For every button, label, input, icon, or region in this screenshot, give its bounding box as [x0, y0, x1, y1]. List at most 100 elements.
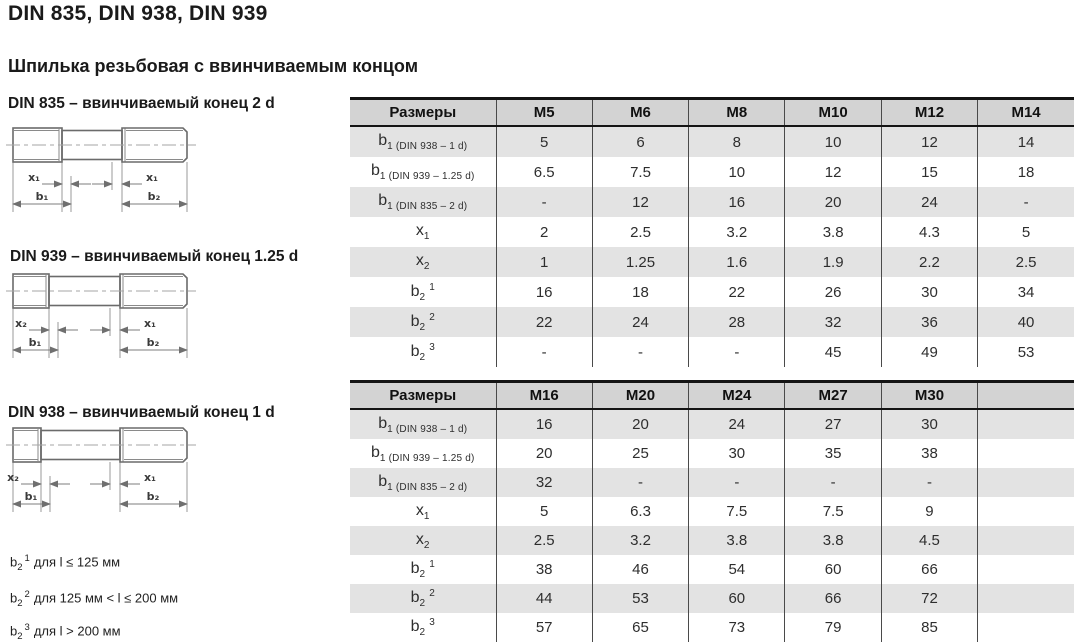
table-cell: 24 — [880, 187, 978, 217]
table-cell: 3.2 — [688, 217, 785, 247]
table-cell: 2.5 — [977, 247, 1074, 277]
table-cell — [977, 526, 1074, 555]
table-cell: 18 — [591, 277, 689, 307]
table-cell — [977, 555, 1074, 584]
table-cell: 16 — [495, 409, 593, 439]
row-label: x1 — [415, 222, 430, 242]
table-cell: - — [495, 337, 593, 367]
table-cell: 65 — [591, 613, 689, 642]
row-label: b21 — [410, 559, 435, 580]
table-row: b1 (DIN 835 – 2 d) -12 16 20 24- — [350, 187, 1074, 217]
table-cell: 45 — [784, 337, 882, 367]
dim-label-x-left: x₂ — [15, 317, 27, 330]
column-header: M30 — [880, 380, 978, 410]
table-cell: 79 — [784, 613, 882, 642]
footnote-b2-3: b23 для l > 200 мм — [10, 622, 121, 642]
table-cell: - — [495, 187, 593, 217]
footnote-text: для 125 мм < l ≤ 200 мм — [33, 590, 179, 606]
dimension-table-m5-m14: Размеры M5 M6 M8 M10 M12 M14 b1 (DIN 938 – 1 d)… — [350, 97, 1074, 367]
dim-label-b1: b₁ — [36, 190, 49, 203]
dimension-table-m16-m30: Размеры M16 M20 M24 M27 M30 b1 (DIN 938 – 1 d)… — [350, 380, 1074, 642]
column-header: M27 — [784, 380, 882, 410]
stud-drawing-din938: x₂ x₁ b₁ b₂ — [6, 427, 196, 512]
table-row: b23- - -45 49 53 — [350, 337, 1074, 367]
dim-label-b2: b₂ — [148, 190, 161, 203]
table-corner-header: Размеры — [350, 380, 496, 410]
column-header: M14 — [977, 97, 1074, 127]
table-cell: 2.5 — [495, 526, 593, 555]
table-cell: 53 — [977, 337, 1074, 367]
table-cell — [977, 584, 1074, 613]
table-cell: 72 — [880, 584, 978, 613]
table-cell: 38 — [880, 439, 978, 468]
table-cell: 7.5 — [591, 157, 689, 187]
table-cell: 6 — [591, 126, 689, 157]
table-cell: 12 — [591, 187, 689, 217]
table-cell: 8 — [688, 126, 785, 157]
table-cell: 16 — [688, 187, 785, 217]
table-cell: 2 — [495, 217, 593, 247]
table-cell: 46 — [591, 555, 689, 584]
dim-label-x-right: x₁ — [146, 171, 158, 184]
table-cell: 1.25 — [591, 247, 689, 277]
table-cell: 9 — [880, 497, 978, 526]
table-cell: 6.3 — [591, 497, 689, 526]
column-header: M24 — [688, 380, 785, 410]
table-cell: 49 — [880, 337, 978, 367]
row-label: b23 — [410, 617, 435, 638]
table-cell: 12 — [784, 157, 882, 187]
table-row: b21 38 46 54 60 66 — [350, 555, 1074, 584]
table-cell: - — [688, 337, 785, 367]
table-cell: 22 — [688, 277, 785, 307]
row-label: b1 (DIN 939 – 1.25 d) — [370, 443, 475, 464]
column-header: M12 — [880, 97, 978, 127]
table-cell: 20 — [495, 439, 593, 468]
dim-label-x-left: x₂ — [7, 471, 19, 484]
table-cell — [977, 613, 1074, 642]
dim-label-b2: b₂ — [147, 490, 160, 503]
table-cell: 14 — [977, 126, 1074, 157]
table-corner-header: Размеры — [350, 97, 496, 127]
table-cell — [977, 497, 1074, 526]
table-cell: 40 — [977, 307, 1074, 337]
table-cell: 24 — [591, 307, 689, 337]
table-cell: 32 — [784, 307, 882, 337]
table-cell: 73 — [688, 613, 785, 642]
page-title: DIN 835, DIN 938, DIN 939 — [8, 2, 268, 25]
table-cell: 30 — [880, 409, 978, 439]
row-label: x2 — [415, 530, 430, 551]
footnote-b2-2: b22 для 125 мм < l ≤ 200 мм — [10, 589, 179, 609]
table-cell: 30 — [880, 277, 978, 307]
table-cell: 32 — [495, 468, 593, 497]
dim-label-b1: b₁ — [25, 490, 38, 503]
row-label: b22 — [410, 588, 435, 609]
table-cell: 22 — [495, 307, 593, 337]
table-cell: 7.5 — [688, 497, 785, 526]
table-row: b1 (DIN 938 – 1 d) 5 6 8 10 12 14 — [350, 126, 1074, 157]
dim-label-x-right: x₁ — [144, 317, 156, 330]
table-row: b21 16 18 22 26 30 34 — [350, 277, 1074, 307]
table-cell: 34 — [977, 277, 1074, 307]
row-label: b22 — [410, 311, 435, 333]
table-cell: 18 — [977, 157, 1074, 187]
footnote-symbol: b — [10, 623, 18, 639]
footnote-symbol: b — [10, 590, 18, 606]
row-label: b1 (DIN 835 – 2 d) — [378, 472, 468, 493]
table-cell: 1.9 — [784, 247, 882, 277]
table-cell: 53 — [591, 584, 689, 613]
table-cell: - — [591, 468, 689, 497]
column-header: M8 — [688, 97, 785, 127]
dim-label-b2: b₂ — [147, 336, 160, 349]
row-label: b1 (DIN 938 – 1 d) — [378, 132, 468, 152]
table-cell: 10 — [688, 157, 785, 187]
table-cell: 35 — [784, 439, 882, 468]
footnote-symbol: b — [10, 554, 18, 570]
table-cell: 25 — [591, 439, 689, 468]
table-cell: 30 — [688, 439, 785, 468]
dim-label-x-right: x₁ — [144, 471, 156, 484]
table-cell: 15 — [880, 157, 978, 187]
table-cell: 24 — [688, 409, 785, 439]
row-label: b23 — [410, 341, 435, 363]
table-cell: 2.5 — [591, 217, 689, 247]
